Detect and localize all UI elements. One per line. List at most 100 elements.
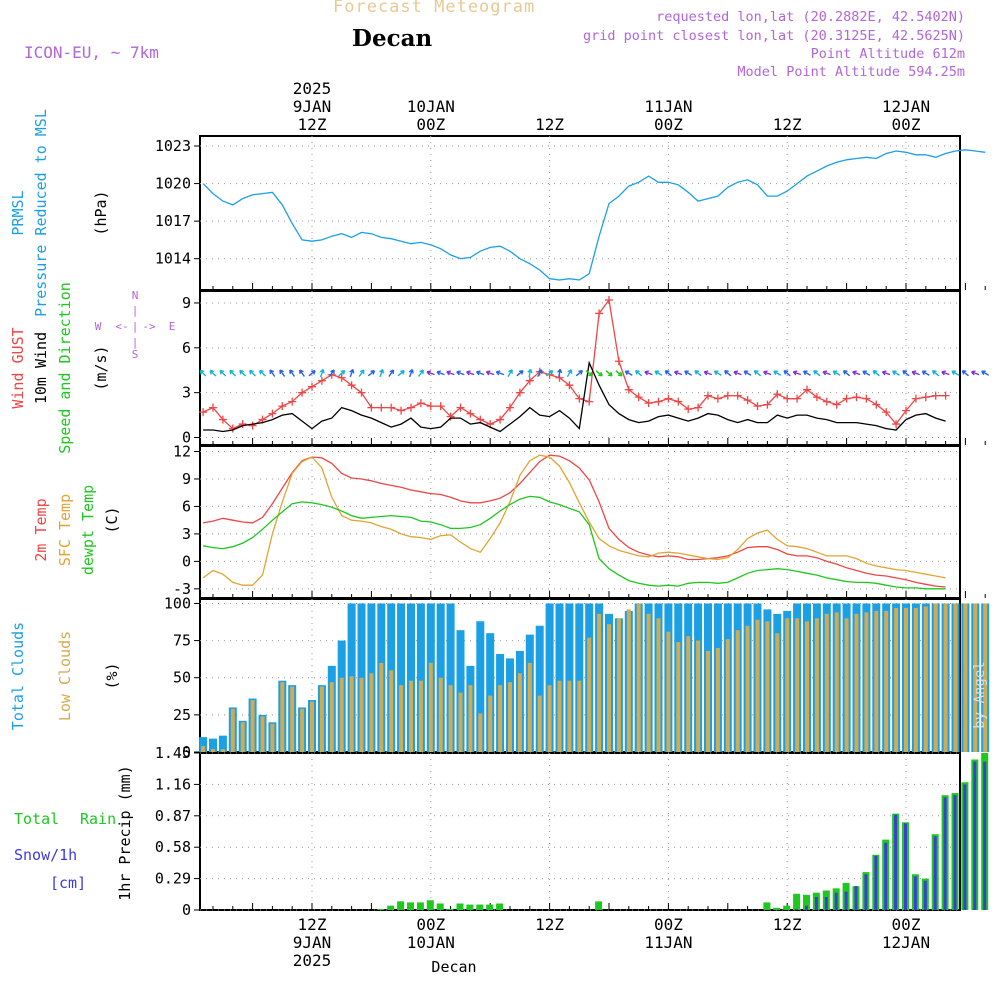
low-cloud-bar — [676, 642, 681, 752]
low-cloud-bar — [280, 682, 285, 752]
gust-marker — [347, 381, 356, 390]
low-cloud-bar — [290, 686, 295, 752]
gust-marker — [654, 397, 663, 406]
gust-marker — [803, 385, 811, 394]
gust-marker — [387, 403, 396, 412]
low-cloud-bar — [260, 716, 265, 752]
low-cloud-bar — [874, 610, 879, 752]
wind-direction-arrow — [566, 369, 573, 378]
low-cloud-bar — [913, 607, 918, 752]
low-cloud-bar — [557, 680, 562, 752]
snow-bar — [963, 784, 967, 910]
wind-direction-arrow — [684, 370, 693, 376]
total-cloud-bar — [565, 603, 574, 752]
wind-unit-label: (m/s) — [92, 345, 110, 390]
gust-marker — [238, 420, 247, 429]
wind-direction-arrow — [328, 369, 335, 377]
wind-direction-arrow — [485, 370, 495, 376]
wind-direction-arrow — [724, 369, 732, 377]
wind-direction-arrow — [842, 369, 851, 377]
low-cloud-bar — [488, 695, 493, 752]
y-tick-label: 1.45 — [155, 744, 191, 762]
rain-bar — [446, 908, 454, 910]
wind-direction-arrow — [426, 370, 435, 376]
low-cloud-bar — [745, 625, 750, 752]
rain-bar — [763, 902, 771, 910]
low-cloud-bar — [626, 609, 631, 752]
bottom-time-label: 12JAN — [882, 933, 930, 952]
low-cloud-bar — [785, 618, 790, 752]
gust-marker — [446, 412, 455, 421]
gust-marker — [941, 391, 950, 400]
low-cloud-bar — [834, 612, 839, 752]
low-cloud-bar — [795, 618, 800, 752]
gust-marker — [397, 406, 406, 415]
low-cloud-bar — [329, 682, 334, 752]
gust-marker — [694, 403, 703, 412]
low-cloud-bar — [765, 621, 770, 752]
wind-direction-arrow — [703, 370, 712, 376]
total-cloud-bar — [446, 603, 455, 752]
wind-direction-arrow — [694, 369, 702, 377]
y-tick-label: 0 — [182, 901, 191, 919]
wind-direction-arrow — [881, 370, 891, 376]
low-cloud-label: Low Clouds — [56, 631, 74, 721]
total-cloud-bar — [199, 737, 208, 752]
compass-north: N — [132, 289, 139, 302]
y-tick-label: 100 — [164, 594, 191, 612]
top-time-label: 12Z — [298, 115, 327, 134]
top-time-label: 00Z — [654, 115, 683, 134]
gust-marker — [218, 415, 227, 424]
bottom-time-label: 00Z — [654, 915, 683, 934]
y-tick-label: 1014 — [155, 250, 191, 268]
gust-marker — [921, 393, 930, 402]
gust-marker — [209, 403, 217, 412]
gust-marker — [288, 397, 297, 406]
gust-line — [202, 298, 946, 430]
gust-marker — [337, 373, 346, 382]
wind-direction-arrow — [792, 370, 802, 376]
low-cloud-bar — [300, 708, 305, 752]
gust-marker — [308, 382, 316, 391]
low-cloud-bar — [824, 613, 829, 752]
y-tick-label: 0.87 — [155, 807, 191, 825]
wind-direction-arrow — [872, 369, 880, 377]
bottom-time-label: 9JAN — [293, 933, 332, 952]
low-cloud-bar — [646, 613, 651, 752]
y-tick-label: 1017 — [155, 212, 191, 230]
low-cloud-bar — [805, 621, 809, 752]
gust-marker — [763, 400, 772, 409]
wind-direction-arrow — [634, 369, 643, 377]
low-cloud-bar — [923, 606, 928, 752]
low-cloud-bar — [517, 673, 522, 752]
gust-marker — [595, 309, 604, 318]
compass-east: E — [169, 320, 176, 333]
low-cloud-bar — [696, 640, 701, 752]
gust-marker — [605, 295, 613, 304]
low-cloud-bar — [399, 685, 404, 752]
gust-marker — [793, 394, 802, 403]
wind-direction-arrow — [951, 370, 960, 376]
snow-bar — [973, 761, 977, 910]
precip-total-label: Total — [14, 810, 59, 828]
wind-direction-arrow — [219, 369, 227, 377]
low-cloud-bar — [349, 676, 354, 752]
precip-cm-label: [cm] — [50, 874, 86, 892]
precip-axis-label: 1hr Precip (mm) — [116, 765, 134, 900]
wind-direction-arrow — [379, 368, 385, 378]
temp-2m-line — [202, 454, 946, 588]
total-cloud-bar — [545, 603, 554, 752]
compass-south: S — [132, 348, 139, 361]
y-tick-label: 50 — [173, 669, 191, 687]
low-cloud-bar — [389, 670, 394, 752]
y-tick-label: 0.29 — [155, 870, 191, 888]
wind-direction-arrow — [289, 369, 296, 377]
wind-direction-arrow — [418, 369, 424, 377]
wind-direction-arrow — [832, 370, 841, 376]
rain-bar — [436, 903, 444, 910]
wind-direction-arrow — [358, 369, 365, 377]
bottom-time-label: 10JAN — [407, 933, 455, 952]
wind-10m-label: 10m Wind — [32, 332, 50, 404]
low-cloud-bar — [498, 685, 503, 752]
y-tick-label: 3 — [182, 384, 191, 402]
